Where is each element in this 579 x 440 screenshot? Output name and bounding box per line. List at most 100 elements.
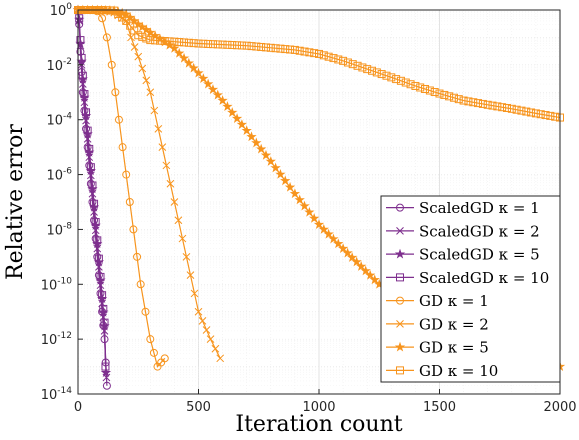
data-point: [180, 38, 189, 47]
y-tick-label: 10-12: [41, 331, 72, 348]
data-point: [536, 110, 545, 119]
data-point: [435, 89, 444, 98]
data-point: [260, 149, 272, 160]
data-point: [155, 36, 164, 45]
data-point: [522, 107, 531, 116]
data-point: [315, 49, 323, 58]
data-point: [286, 45, 295, 54]
data-point: [218, 40, 227, 49]
data-point: [329, 54, 338, 63]
data-point: [86, 163, 95, 172]
data-point: [236, 119, 248, 129]
legend-item: ScaledGD κ = 5: [386, 246, 540, 264]
data-point: [392, 75, 401, 84]
data-point: [406, 80, 415, 89]
legend-item: GD κ = 5: [386, 339, 489, 357]
legend-marker: [394, 248, 406, 259]
data-point: [280, 175, 291, 186]
data-point: [208, 40, 217, 49]
series-line: [77, 9, 107, 367]
data-point: [256, 143, 267, 154]
data-point: [207, 84, 219, 94]
data-point: [233, 41, 242, 50]
data-point: [204, 39, 213, 48]
data-point: [305, 48, 314, 57]
data-point: [445, 92, 454, 101]
data-point: [372, 68, 381, 77]
data-point: [242, 41, 251, 50]
tick-layer: 0 500 1000 1500 2000 10-14 10-12 10-10 10-8 10-6 1…: [41, 2, 577, 415]
legend-item: ScaledGD κ = 1: [386, 199, 540, 217]
data-point: [198, 73, 209, 83]
data-point: [166, 179, 175, 188]
legend-label: GD κ = 10: [419, 362, 498, 380]
data-point: [266, 43, 275, 52]
data-point: [271, 44, 280, 53]
data-point: [91, 218, 100, 227]
data-point: [114, 115, 123, 124]
y-axis-title: Relative error: [3, 124, 28, 280]
data-point: [90, 199, 99, 208]
data-point: [100, 367, 112, 378]
data-point: [162, 161, 171, 170]
data-point: [146, 88, 155, 97]
data-point: [247, 42, 256, 51]
data-point: [454, 95, 463, 104]
data-point: [138, 32, 147, 41]
y-tick-label: 100: [50, 2, 73, 19]
legend: ScaledGD κ = 1 ScaledGD κ = 2 ScaledGD κ =…: [380, 195, 561, 383]
data-point: [369, 274, 380, 285]
data-point: [199, 39, 208, 48]
data-point: [323, 228, 334, 239]
data-point: [246, 131, 257, 142]
data-point: [289, 188, 301, 199]
data-point: [512, 105, 521, 114]
data-point: [194, 307, 203, 316]
x-tick-label: 500: [186, 400, 211, 415]
data-point: [527, 108, 536, 117]
data-point: [98, 14, 107, 23]
data-point: [213, 40, 222, 49]
data-point: [360, 265, 371, 276]
data-point: [93, 236, 102, 245]
data-point: [146, 335, 155, 344]
data-point: [469, 98, 478, 107]
data-point: [194, 39, 203, 48]
data-point: [275, 168, 286, 179]
legend-label: ScaledGD κ = 2: [419, 222, 540, 240]
data-point: [507, 104, 516, 113]
data-point: [276, 44, 285, 53]
data-point: [396, 76, 405, 85]
data-point: [337, 243, 349, 253]
legend-item: ScaledGD κ = 2: [386, 222, 540, 240]
data-point: [356, 261, 367, 271]
legend-item: ScaledGD κ = 10: [386, 269, 549, 287]
data-point: [94, 254, 103, 263]
data-point: [138, 64, 147, 73]
data-point: [127, 33, 135, 42]
data-point: [223, 40, 232, 49]
data-point: [464, 97, 473, 106]
data-point: [416, 83, 425, 92]
data-point: [304, 206, 315, 217]
data-point: [174, 216, 183, 225]
data-point: [134, 52, 143, 61]
data-point: [222, 101, 233, 111]
x-tick-label: 1500: [423, 400, 456, 415]
data-point: [107, 60, 116, 69]
data-point: [178, 234, 187, 243]
data-point: [251, 137, 262, 148]
data-point: [300, 47, 309, 56]
data-point: [122, 170, 131, 179]
data-point: [425, 86, 434, 95]
data-point: [310, 49, 319, 58]
data-point: [190, 289, 199, 298]
data-point: [421, 84, 430, 93]
legend-marker: [396, 366, 404, 375]
data-point: [175, 38, 184, 47]
data-point: [551, 112, 560, 121]
legend-label: GD κ = 5: [419, 339, 489, 357]
data-point: [216, 354, 225, 363]
data-point: [178, 52, 190, 63]
